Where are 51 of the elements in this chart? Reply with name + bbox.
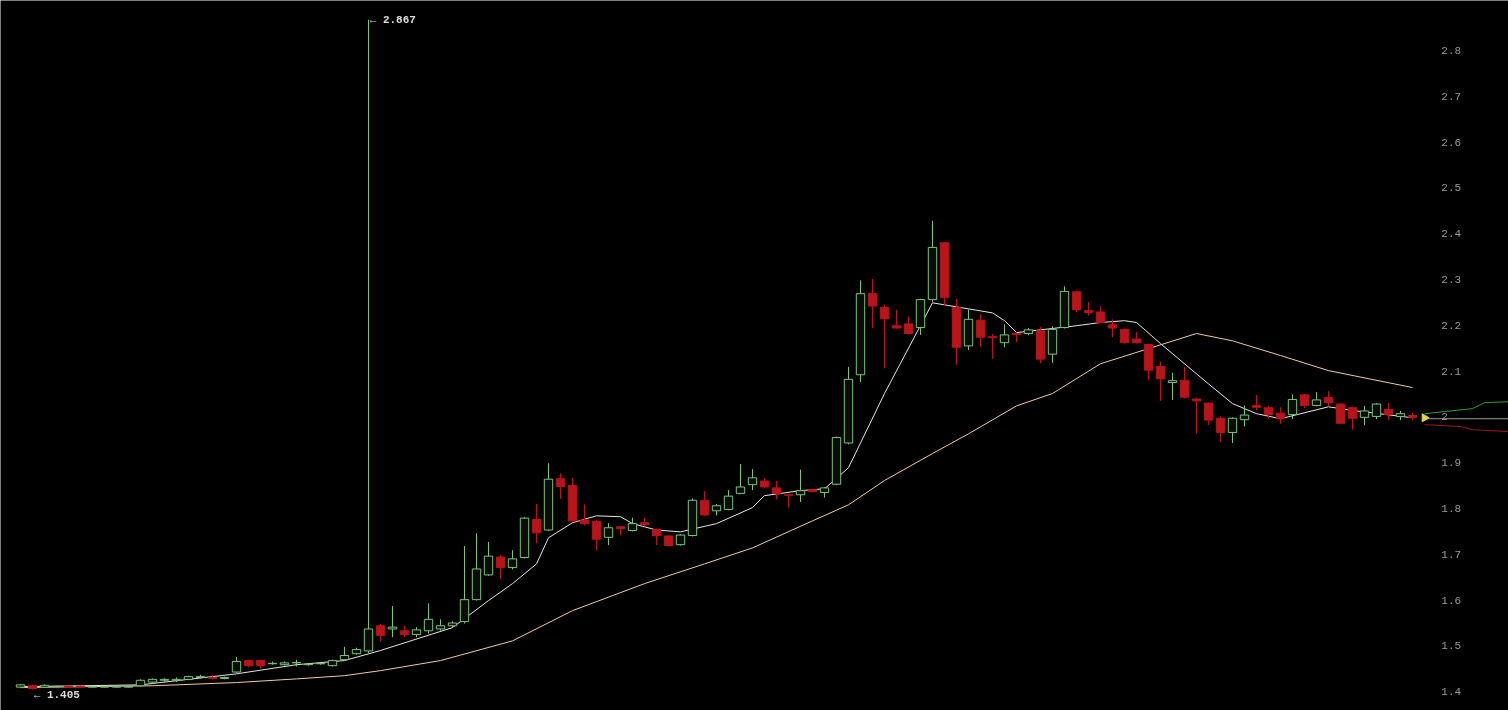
candlestick xyxy=(555,472,566,500)
candlestick xyxy=(1191,397,1202,434)
candlestick xyxy=(795,469,806,503)
candlestick xyxy=(1167,372,1178,401)
candlestick xyxy=(387,605,398,638)
y-tick-label: 1.6 xyxy=(1441,594,1462,607)
candlestick xyxy=(735,463,746,495)
candlestick xyxy=(363,19,374,654)
y-tick-label: 1.8 xyxy=(1441,502,1462,515)
candlestick xyxy=(495,554,506,580)
candlestick xyxy=(1071,289,1082,313)
candlestick xyxy=(459,545,470,624)
candlestick xyxy=(591,518,602,552)
candlestick xyxy=(1287,393,1298,420)
candlestick xyxy=(1239,404,1250,427)
candlestick xyxy=(423,602,434,635)
candlestick xyxy=(603,522,614,546)
candlestick xyxy=(891,309,902,330)
candlestick xyxy=(747,468,758,491)
annotation: ← 1.405 xyxy=(33,689,81,702)
y-tick-label: 1.7 xyxy=(1441,548,1462,561)
y-tick-label: 2.8 xyxy=(1441,44,1462,57)
candlestick xyxy=(483,541,494,577)
y-tick-label: 2.7 xyxy=(1441,90,1462,103)
candlestick xyxy=(1359,405,1370,426)
candlestick xyxy=(987,333,998,360)
y-tick-label: 2.3 xyxy=(1441,273,1462,286)
candlestick xyxy=(507,549,518,570)
candlestick xyxy=(879,304,890,369)
candlestick xyxy=(999,323,1010,348)
candlestick xyxy=(1227,416,1238,444)
y-tick-label: 2.6 xyxy=(1441,136,1462,149)
y-tick-label: 1.9 xyxy=(1441,457,1462,470)
candlestick xyxy=(1215,415,1226,443)
candlestick xyxy=(1155,360,1166,402)
y-tick-label: 2 xyxy=(1441,411,1448,424)
y-tick-label: 1.5 xyxy=(1441,640,1462,653)
candlestick xyxy=(867,278,878,329)
candlestick xyxy=(531,503,542,544)
y-tick-label: 2.4 xyxy=(1441,228,1462,241)
y-tick-label: 2.5 xyxy=(1441,182,1462,195)
candlestick xyxy=(771,480,782,500)
y-tick-label: 1.4 xyxy=(1441,686,1462,699)
candlestick xyxy=(579,503,590,526)
y-tick-label: 2.1 xyxy=(1441,365,1462,378)
candlestick xyxy=(699,490,710,517)
annotation: ← 2.867 xyxy=(369,13,416,26)
candlestick xyxy=(975,313,986,348)
candlestick xyxy=(1179,366,1190,400)
y-tick-label: 2.2 xyxy=(1441,319,1462,332)
candlestick xyxy=(1203,401,1214,426)
